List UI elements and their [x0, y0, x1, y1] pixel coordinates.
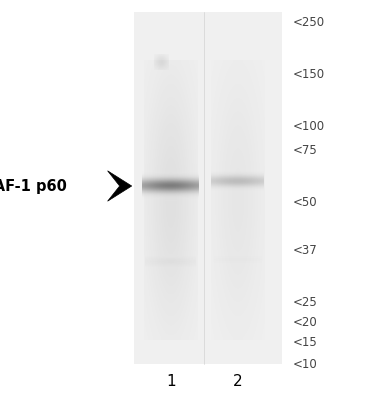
Text: <250: <250 — [293, 16, 325, 28]
Text: <75: <75 — [293, 144, 318, 156]
Bar — [134, 12, 282, 364]
Text: <50: <50 — [293, 196, 318, 208]
Text: 2: 2 — [233, 374, 243, 390]
Polygon shape — [108, 171, 132, 201]
Text: <150: <150 — [293, 68, 325, 80]
Text: 1: 1 — [167, 374, 176, 390]
Text: CAF-1 p60: CAF-1 p60 — [0, 178, 67, 194]
Text: <20: <20 — [293, 316, 318, 328]
Text: <100: <100 — [293, 120, 325, 132]
Text: <10: <10 — [293, 358, 318, 370]
Text: <15: <15 — [293, 336, 318, 348]
Text: <37: <37 — [293, 244, 318, 256]
Text: <25: <25 — [293, 296, 318, 308]
